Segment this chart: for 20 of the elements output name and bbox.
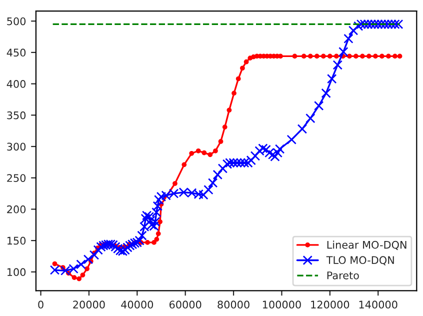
- x-tick-label: 120000: [311, 300, 350, 309]
- y-tick-label: 200: [7, 205, 26, 214]
- x-tick-label: 140000: [359, 300, 398, 309]
- y-tick-label: 300: [7, 142, 26, 151]
- y-tick-label: 450: [6, 48, 26, 57]
- y-tick-label: 100: [7, 268, 26, 276]
- legend-label: Linear MO-DQN: [327, 240, 406, 250]
- x-tick-label: 20000: [73, 300, 105, 309]
- legend-label: TLO MO-DQN: [326, 256, 394, 266]
- x-tick-label: 0: [38, 300, 44, 309]
- x-tick-label: 100000: [262, 300, 301, 309]
- y-tick-label: 400: [6, 80, 26, 88]
- y-tick-label: 250: [7, 174, 26, 182]
- x-tick-label: 80000: [218, 300, 250, 309]
- x-tick-label: 60000: [170, 300, 202, 309]
- y-tick-label: 350: [7, 111, 26, 120]
- y-tick-label: 500: [7, 17, 26, 26]
- x-tick-label: 40000: [121, 300, 154, 309]
- y-tick-label: 150: [7, 236, 26, 245]
- legend-label: Pareto: [327, 272, 359, 280]
